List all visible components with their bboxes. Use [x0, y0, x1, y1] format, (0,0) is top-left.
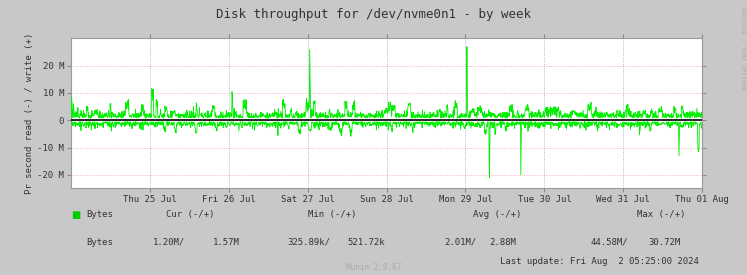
Text: 521.72k: 521.72k: [347, 238, 385, 247]
Text: Disk throughput for /dev/nvme0n1 - by week: Disk throughput for /dev/nvme0n1 - by we…: [216, 8, 531, 21]
Text: Cur (-/+): Cur (-/+): [167, 210, 214, 219]
Text: Last update: Fri Aug  2 05:25:00 2024: Last update: Fri Aug 2 05:25:00 2024: [500, 257, 698, 266]
Text: RRDTOOL / TOBI OETIKER: RRDTOOL / TOBI OETIKER: [740, 8, 746, 91]
Text: Munin 2.0.67: Munin 2.0.67: [346, 263, 401, 272]
Text: 1.57M: 1.57M: [213, 238, 240, 247]
Y-axis label: Pr second read (-) / write (+): Pr second read (-) / write (+): [25, 33, 34, 194]
Text: Bytes: Bytes: [86, 238, 113, 247]
Text: 2.88M: 2.88M: [489, 238, 516, 247]
Text: Min (-/+): Min (-/+): [309, 210, 356, 219]
Text: Max (-/+): Max (-/+): [637, 210, 685, 219]
Text: 1.20M/: 1.20M/: [153, 238, 185, 247]
Text: Bytes: Bytes: [86, 210, 113, 219]
Text: 325.89k/: 325.89k/: [288, 238, 331, 247]
Text: ■: ■: [71, 210, 80, 220]
Text: 44.58M/: 44.58M/: [590, 238, 627, 247]
Text: Avg (-/+): Avg (-/+): [473, 210, 521, 219]
Text: 2.01M/: 2.01M/: [444, 238, 477, 247]
Text: 30.72M: 30.72M: [648, 238, 681, 247]
